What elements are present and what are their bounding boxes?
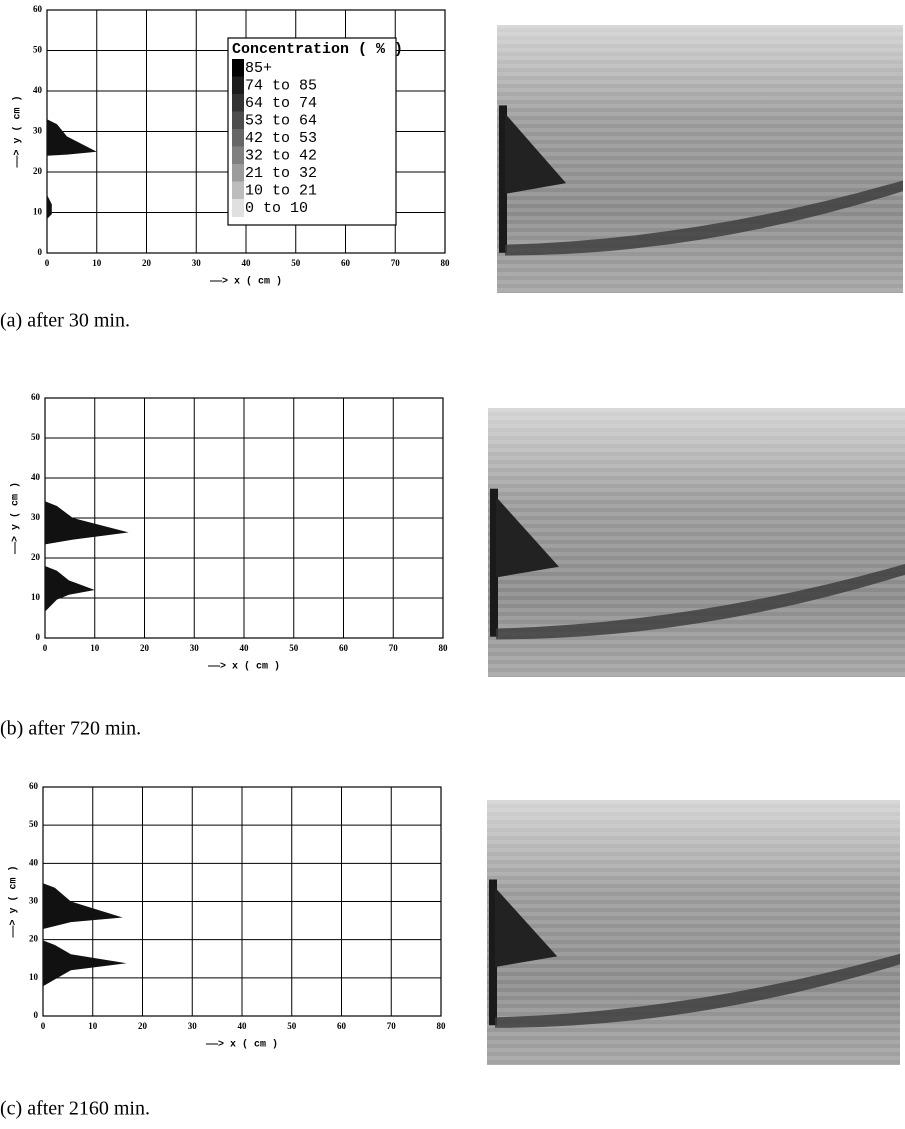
- x-tick-label: 20: [142, 258, 152, 268]
- y-tick-label: 40: [31, 472, 41, 482]
- legend-swatch: [232, 59, 244, 77]
- photo-band: [505, 180, 903, 256]
- legend-label: 42 to 53: [245, 130, 317, 147]
- y-tick-label: 10: [33, 207, 43, 217]
- legend-box: [227, 37, 397, 226]
- x-tick-label: 0: [45, 258, 50, 268]
- x-tick-label: 30: [192, 258, 202, 268]
- photo-band: [495, 953, 900, 1028]
- x-tick-label: 30: [188, 1021, 198, 1031]
- legend-label: 32 to 42: [245, 147, 317, 164]
- concentration-plume: [47, 119, 97, 156]
- y-tick-label: 40: [29, 857, 39, 867]
- legend-swatch: [232, 181, 244, 200]
- concentration-plume: [45, 566, 95, 612]
- x-tick-label: 40: [238, 1021, 248, 1031]
- y-tick-label: 30: [33, 126, 43, 136]
- caption: (c) after 2160 min.: [0, 1098, 150, 1120]
- x-tick-label: 40: [242, 258, 252, 268]
- y-tick-label: 50: [29, 819, 39, 829]
- caption: (b) after 720 min.: [0, 718, 141, 740]
- y-tick-label: 30: [31, 512, 41, 522]
- y-tick-label: 20: [33, 166, 43, 176]
- x-tick-label: 80: [439, 643, 449, 653]
- photo-edge: [490, 488, 498, 637]
- x-tick-label: 40: [240, 643, 250, 653]
- legend-label: 85+: [245, 60, 272, 77]
- legend-swatch: [232, 146, 244, 165]
- y-tick-label: 50: [33, 45, 43, 55]
- x-tick-label: 80: [437, 1021, 447, 1031]
- x-tick-label: 30: [190, 643, 200, 653]
- legend-swatch: [232, 164, 244, 182]
- x-tick-label: 0: [43, 643, 48, 653]
- photo-edge: [499, 105, 507, 253]
- legend-swatch: [232, 111, 244, 130]
- photo-wedge: [505, 113, 567, 194]
- legend-swatch: [232, 76, 244, 95]
- x-axis-label: ——> x ( cm ): [205, 1039, 278, 1051]
- x-tick-label: 70: [389, 643, 399, 653]
- y-tick-label: 60: [31, 392, 41, 402]
- y-axis-label: ——> y ( cm ): [10, 482, 22, 555]
- x-axis-label: ——> x ( cm ): [209, 276, 282, 288]
- legend-swatch: [232, 199, 244, 217]
- concentration-plume: [47, 194, 52, 219]
- photo-wedge: [495, 887, 558, 967]
- y-tick-label: 40: [33, 85, 43, 95]
- x-tick-label: 60: [341, 258, 351, 268]
- legend-title: Concentration ( % ): [232, 41, 403, 58]
- legend-label: 10 to 21: [245, 182, 317, 199]
- legend-label: 21 to 32: [245, 165, 317, 182]
- legend-label: 0 to 10: [245, 200, 308, 217]
- y-axis-label: ——> y ( cm ): [12, 95, 24, 168]
- caption: (a) after 30 min.: [0, 310, 130, 332]
- x-tick-label: 20: [138, 1021, 148, 1031]
- x-tick-label: 0: [41, 1021, 46, 1031]
- concentration-plume: [43, 940, 127, 987]
- legend-label: 64 to 74: [245, 95, 317, 112]
- photo-wedge: [496, 496, 559, 578]
- x-tick-label: 10: [90, 643, 100, 653]
- legend-swatch: [232, 129, 244, 147]
- x-tick-label: 50: [289, 643, 299, 653]
- x-tick-label: 70: [391, 258, 401, 268]
- x-tick-label: 10: [88, 1021, 98, 1031]
- concentration-plume: [45, 501, 129, 545]
- photo-band: [496, 564, 905, 640]
- y-tick-label: 20: [31, 552, 41, 562]
- y-tick-label: 30: [29, 896, 39, 906]
- y-tick-label: 10: [31, 592, 41, 602]
- panel: 0 10 20 30 40 50 60 70 80 0 10 20 30 40 50 60 ——> x ( cm…: [0, 392, 905, 740]
- y-tick-label: 10: [29, 972, 39, 982]
- x-tick-label: 50: [287, 1021, 297, 1031]
- legend-label: 53 to 64: [245, 112, 317, 129]
- legend-swatch: [232, 94, 244, 112]
- legend-label: 74 to 85: [245, 77, 317, 94]
- y-tick-label: 50: [31, 432, 41, 442]
- y-tick-label: 60: [29, 781, 39, 791]
- y-tick-label: 0: [34, 1010, 39, 1020]
- y-axis-label: ——> y ( cm ): [8, 865, 20, 938]
- x-tick-label: 60: [339, 643, 349, 653]
- x-tick-label: 10: [92, 258, 102, 268]
- panel: 0 10 20 30 40 50 60 70 80 0 10 20 30 40 50 60 ——> x ( cm…: [0, 4, 903, 332]
- y-tick-label: 20: [29, 934, 39, 944]
- y-tick-label: 0: [36, 632, 41, 642]
- y-tick-label: 60: [33, 4, 43, 14]
- x-axis-label: ——> x ( cm ): [207, 661, 280, 673]
- x-tick-label: 70: [387, 1021, 397, 1031]
- x-tick-label: 20: [140, 643, 150, 653]
- x-tick-label: 60: [337, 1021, 347, 1031]
- photo-edge: [489, 879, 497, 1026]
- x-tick-label: 80: [441, 258, 451, 268]
- panel: 0 10 20 30 40 50 60 70 80 0 10 20 30 40 50 60 ——> x ( cm…: [0, 781, 900, 1120]
- y-tick-label: 0: [38, 247, 43, 257]
- concentration-plume: [43, 883, 123, 929]
- x-tick-label: 50: [291, 258, 301, 268]
